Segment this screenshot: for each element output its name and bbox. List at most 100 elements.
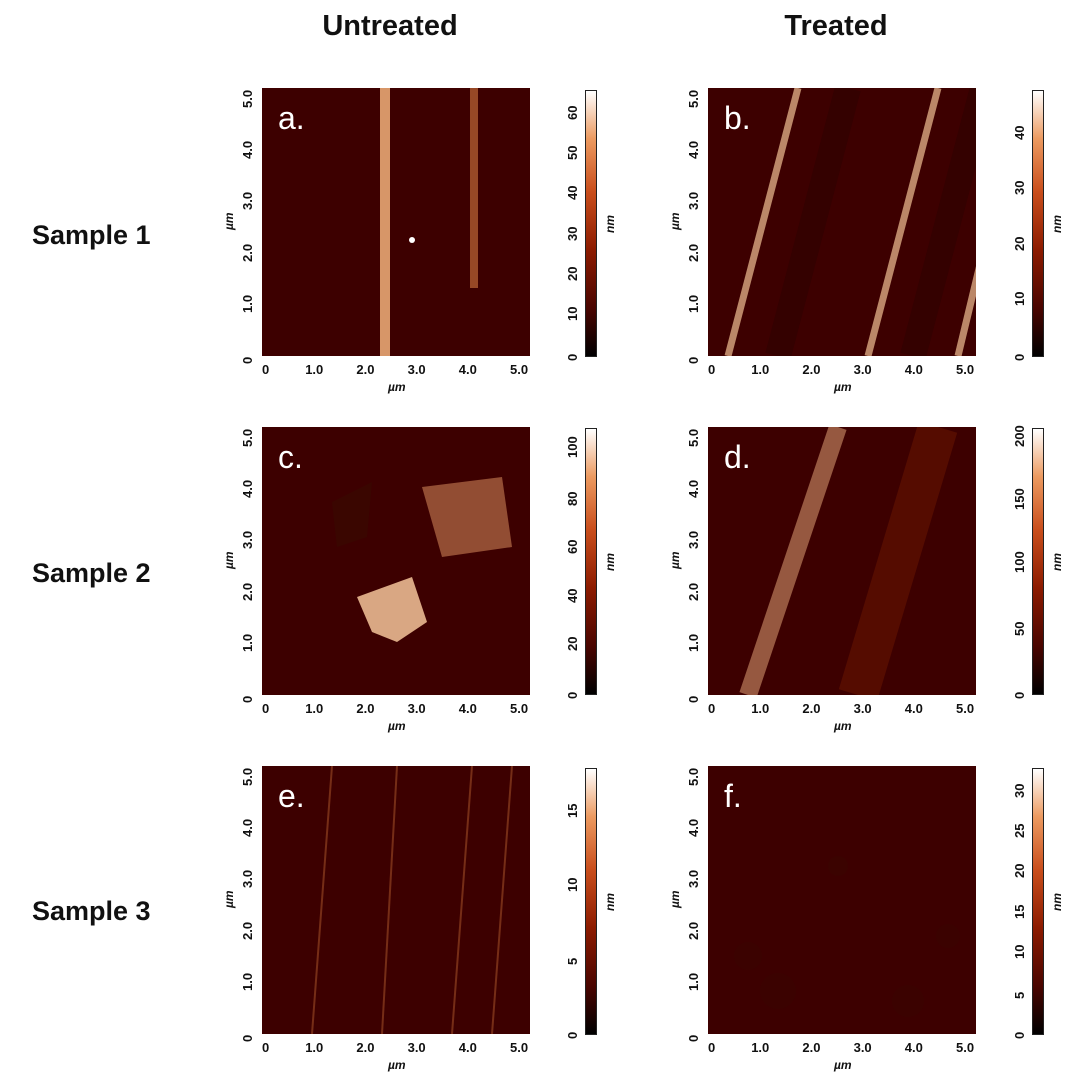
colorbar-tick-label: 80: [565, 491, 580, 507]
height-colorbar: [1032, 90, 1044, 357]
afm-height-map-image: e.: [262, 766, 530, 1034]
height-colorbar: [585, 90, 597, 357]
y-tick-label: 5.0: [240, 767, 255, 786]
afm-height-map-image: b.: [708, 88, 976, 356]
panel-letter: a.: [278, 100, 305, 136]
x-tick-label: 2.0: [802, 362, 821, 377]
colorbar-tick-label: 0: [565, 353, 580, 361]
y-axis-label: µm: [222, 212, 236, 230]
y-tick-label: 4.0: [686, 141, 701, 160]
colorbar-tick-label: 30: [1012, 180, 1027, 196]
afm-height-map-image: a.: [262, 88, 530, 356]
colorbar-tick-label: 100: [1012, 551, 1027, 573]
x-tick-label: 3.0: [407, 1040, 426, 1055]
x-tick-label: 3.0: [407, 362, 426, 377]
colorbar-tick-label: 5: [565, 958, 580, 966]
y-tick-label: 4.0: [240, 141, 255, 160]
x-tick-label: 3.0: [853, 701, 872, 716]
colorbar-tick-label: 30: [1012, 783, 1027, 799]
colorbar-tick-label: 40: [565, 185, 580, 201]
colorbar-tick-label: 60: [565, 105, 580, 121]
y-tick-label: 4.0: [240, 480, 255, 499]
y-axis-label: µm: [668, 212, 682, 230]
colorbar-tick-label: 10: [1012, 944, 1027, 959]
row-title-sample-1: Sample 1: [32, 220, 151, 250]
y-tick-label: 3.0: [686, 192, 701, 211]
colorbar-tick-label: 10: [565, 306, 580, 321]
x-tick-label: 1.0: [751, 701, 770, 716]
y-axis-label: µm: [222, 551, 236, 569]
height-colorbar: [585, 768, 597, 1035]
colorbar-unit-label: nm: [1050, 892, 1064, 911]
x-tick-label: 0: [262, 1040, 270, 1055]
panel-letter: c.: [278, 439, 303, 475]
colorbar-tick-label: 30: [565, 226, 580, 241]
colorbar-unit-label: nm: [1050, 214, 1064, 233]
x-tick-label: 5.0: [956, 701, 975, 716]
colorbar-tick-label: 0: [565, 691, 580, 699]
y-tick-label: 3.0: [240, 192, 255, 211]
x-tick-label: 2.0: [356, 362, 375, 377]
y-tick-label: 1.0: [686, 633, 701, 652]
x-tick-label: 0: [708, 1040, 716, 1055]
panel-letter: f.: [724, 778, 742, 814]
colorbar-tick-label: 0: [1012, 1031, 1027, 1039]
y-tick-label: 0: [686, 356, 701, 364]
x-tick-label: 0: [262, 362, 270, 377]
y-tick-label: 2.0: [240, 921, 255, 940]
y-tick-label: 4.0: [240, 819, 255, 838]
x-tick-label: 2.0: [356, 701, 375, 716]
y-axis-label: µm: [668, 551, 682, 569]
colorbar-tick-label: 20: [565, 636, 580, 651]
y-tick-label: 5.0: [686, 428, 701, 447]
x-tick-label: 2.0: [802, 701, 821, 716]
x-tick-label: 4.0: [904, 1040, 923, 1055]
y-tick-label: 3.0: [686, 870, 701, 889]
row-title-sample-3: Sample 3: [32, 896, 151, 926]
x-tick-label: 2.0: [802, 1040, 821, 1055]
x-tick-label: 0: [262, 701, 270, 716]
colorbar-tick-label: 0: [1012, 691, 1027, 699]
y-axis-label: µm: [668, 890, 682, 908]
y-tick-label: 5.0: [686, 89, 701, 108]
x-axis-label: µm: [388, 380, 406, 394]
x-tick-label: 4.0: [458, 362, 477, 377]
colorbar-tick-label: 20: [1012, 236, 1027, 251]
y-tick-label: 0: [686, 1034, 701, 1042]
y-tick-label: 3.0: [240, 531, 255, 550]
x-tick-label: 5.0: [510, 362, 529, 377]
y-tick-label: 0: [240, 356, 255, 364]
y-tick-label: 5.0: [240, 428, 255, 447]
y-tick-label: 3.0: [686, 531, 701, 550]
colorbar-tick-label: 10: [1012, 291, 1027, 306]
colorbar-unit-label: nm: [603, 892, 617, 911]
x-axis-label: µm: [834, 1058, 852, 1072]
afm-height-map-image: c.: [262, 427, 530, 695]
panel-letter: b.: [724, 100, 751, 136]
x-tick-label: 5.0: [956, 1040, 975, 1055]
panel-letter: e.: [278, 778, 305, 814]
y-tick-label: 5.0: [240, 89, 255, 108]
y-tick-label: 2.0: [240, 243, 255, 262]
y-tick-label: 2.0: [686, 243, 701, 262]
y-tick-label: 1.0: [240, 972, 255, 991]
x-tick-label: 0: [708, 701, 716, 716]
colorbar-unit-label: nm: [603, 552, 617, 571]
colorbar-tick-label: 40: [565, 588, 580, 603]
colorbar-tick-label: 5: [1012, 991, 1027, 999]
height-colorbar: [1032, 428, 1044, 695]
colorbar-tick-label: 20: [1012, 863, 1027, 879]
colorbar-tick-label: 150: [1012, 488, 1027, 510]
y-tick-label: 4.0: [686, 819, 701, 838]
x-tick-label: 1.0: [305, 701, 324, 716]
y-axis-label: µm: [222, 890, 236, 908]
column-title-untreated: Untreated: [322, 10, 458, 42]
colorbar-tick-label: 25: [1012, 823, 1027, 839]
x-tick-label: 4.0: [458, 1040, 477, 1055]
x-axis-label: µm: [388, 1058, 406, 1072]
x-tick-label: 5.0: [510, 1040, 529, 1055]
y-tick-label: 1.0: [686, 294, 701, 313]
y-tick-label: 0: [240, 695, 255, 703]
y-tick-label: 0: [240, 1034, 255, 1042]
colorbar-tick-label: 50: [1012, 621, 1027, 636]
